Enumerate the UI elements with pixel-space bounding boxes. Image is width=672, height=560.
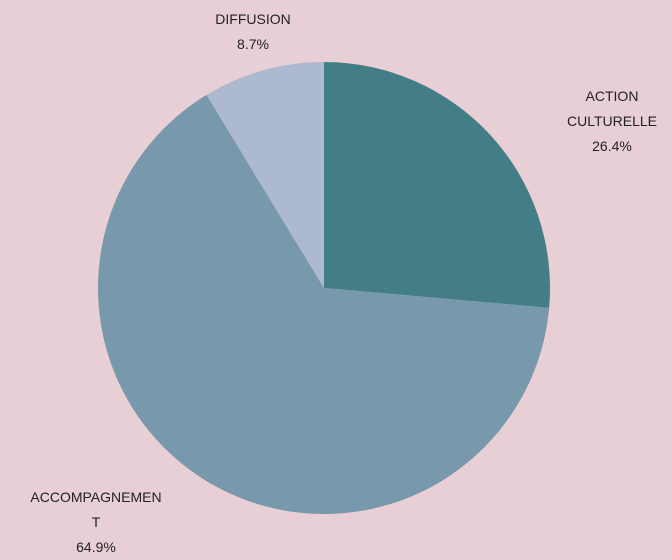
- pie-slice: [98, 94, 550, 514]
- value-label: 8.7%: [237, 36, 269, 52]
- value-label: 64.9%: [76, 539, 116, 555]
- pie-slice: [206, 62, 324, 288]
- category-label: DIFFUSION: [215, 11, 291, 27]
- category-label: ACCOMPAGNEMENT: [30, 489, 162, 530]
- category-label: ACTION CULTURELLE: [567, 88, 657, 129]
- value-label: 26.4%: [592, 138, 632, 154]
- slice-label: DIFFUSION 8.7%: [193, 7, 313, 57]
- slice-label: ACTION CULTURELLE 26.4%: [554, 84, 670, 159]
- slice-label: ACCOMPAGNEMENT 64.9%: [27, 485, 165, 560]
- pie-slice: [324, 62, 550, 308]
